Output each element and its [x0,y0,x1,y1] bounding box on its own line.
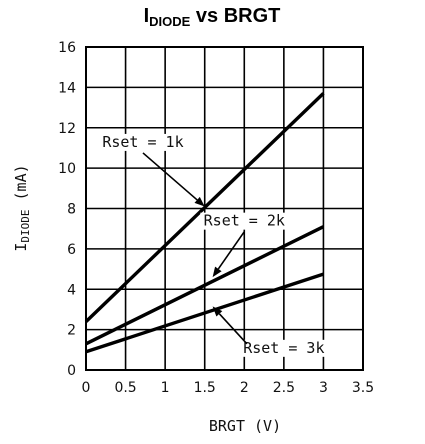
y-tick-label: 16 [58,40,76,56]
chart-title: IDIODE vs BRGT [144,5,281,29]
x-axis-ticks: 0 0.5 1 1.5 2 2.5 3 3.5 [82,380,375,396]
x-tick-label: 0.5 [114,380,136,396]
plot-frame [85,46,364,371]
y-axis-label: IDIODE (mA) [12,164,32,251]
annotation-label-rset-3k: Rset = 3k [243,339,324,357]
series-line-rset-3k [85,272,324,354]
chart-title-subscript: DIODE [149,14,191,29]
annotation-arrow-rset-3k [218,313,248,345]
x-tick-label: 1.5 [194,380,216,396]
series-layer [84,92,325,354]
x-tick-label: 3.5 [352,380,374,396]
x-tick-label: 1 [161,380,170,396]
annotation-arrow-rset-2k [217,231,245,270]
y-axis-label-rest: (mA) [12,164,30,209]
annotation-label-bg-rset-2k [200,212,289,230]
y-tick-label: 12 [58,121,76,137]
x-axis-label: BRGT (V) [209,417,281,435]
x-tick-label: 2 [240,380,249,396]
y-axis-ticks: 0 2 4 6 8 10 12 14 16 [58,40,76,379]
y-tick-label: 10 [58,161,76,177]
annotation-arrowhead-rset-3k [212,306,223,317]
annotation-layer: Rset = 1k Rset = 2k Rset = 3k [99,133,328,357]
y-tick-label: 0 [67,363,76,379]
y-tick-label: 4 [67,282,76,298]
x-tick-label: 2.5 [273,380,295,396]
x-tick-label: 3 [319,380,328,396]
y-axis-label-subscript: DIODE [19,210,32,243]
annotation-label-bg-rset-1k [99,133,187,151]
annotation-arrowhead-rset-2k [212,266,222,278]
y-tick-label: 14 [58,80,76,96]
y-tick-label: 8 [67,202,76,218]
chart-title-main: I [144,5,150,27]
chart-title-rest: vs BRGT [190,5,280,27]
series-line-rset-2k [85,225,325,346]
annotation-label-rset-1k: Rset = 1k [102,133,183,151]
annotation-label-rset-2k: Rset = 2k [204,212,285,230]
annotation-arrowhead-rset-1k [194,196,205,207]
x-tick-label: 0 [82,380,91,396]
annotation-label-bg-rset-3k [239,339,328,357]
y-tick-label: 6 [67,242,76,258]
y-tick-label: 2 [67,323,76,339]
series-line-rset-1k [84,92,325,323]
grid [86,47,363,370]
y-axis-label-main: I [12,243,30,252]
annotation-arrow-rset-1k [142,152,198,201]
